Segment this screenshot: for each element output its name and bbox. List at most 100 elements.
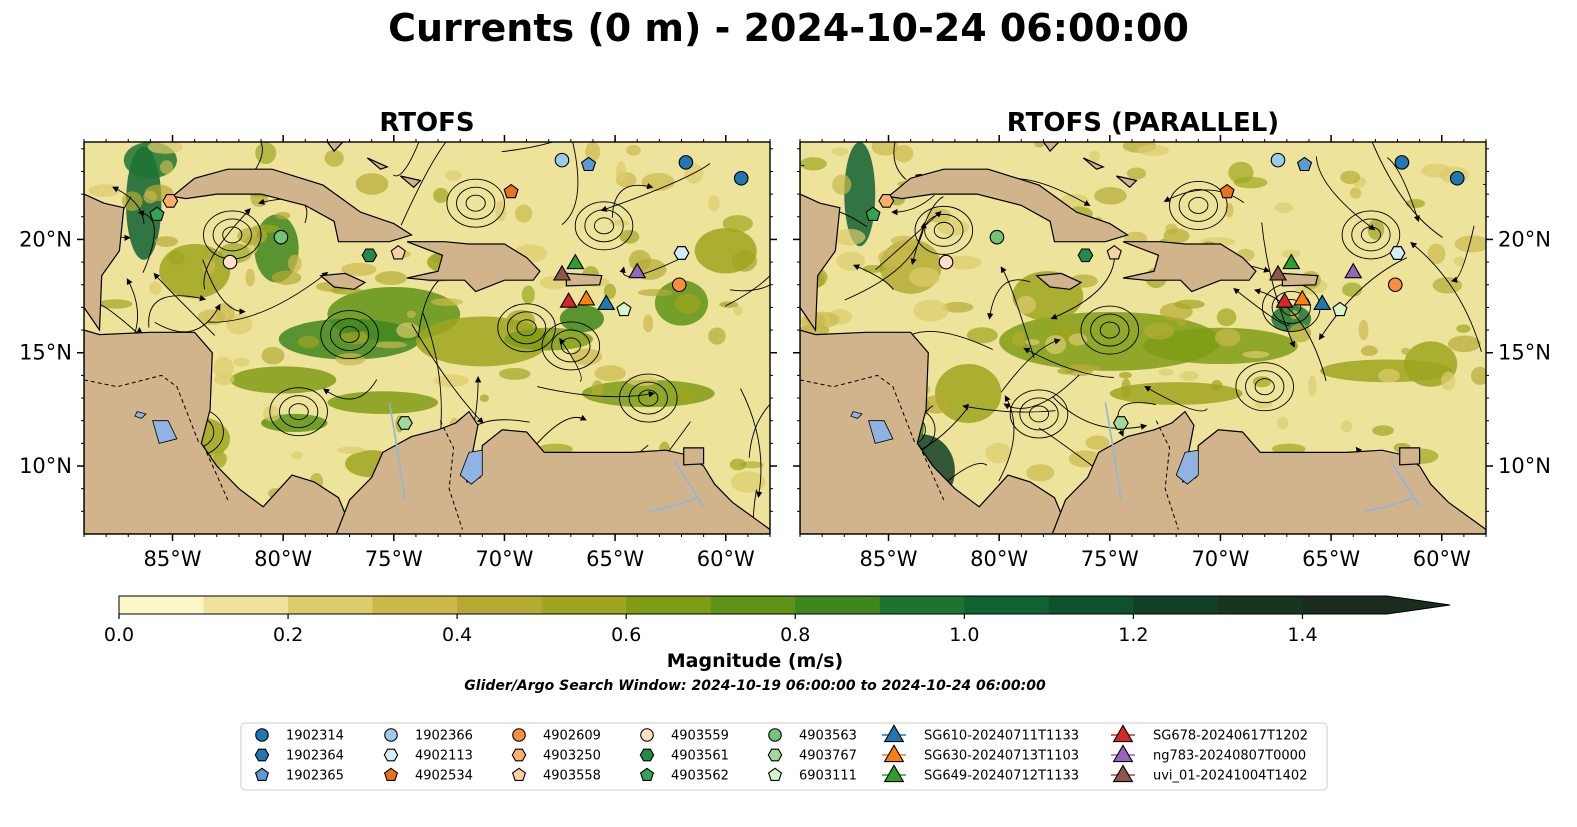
colorbar-tick-label: 0.8 bbox=[780, 624, 810, 646]
streamline bbox=[1386, 157, 1420, 223]
map-frame bbox=[83, 141, 771, 535]
current-magnitude-patch bbox=[832, 174, 852, 195]
current-magnitude-patch bbox=[1158, 368, 1174, 376]
current-magnitude-patch bbox=[559, 305, 605, 333]
country-border bbox=[84, 374, 200, 444]
eddy-streamline bbox=[628, 381, 668, 415]
station-1902314 bbox=[1449, 170, 1465, 186]
legend-marker-4902609 bbox=[512, 728, 526, 742]
current-magnitude-patch bbox=[1015, 295, 1036, 314]
legend-label-SG649-20240712T1133: SG649-20240712T1133 bbox=[924, 769, 1079, 784]
current-magnitude-patch bbox=[262, 405, 281, 422]
legend-label-4903562: 4903562 bbox=[671, 769, 729, 784]
land-hispaniola bbox=[1122, 241, 1257, 293]
x-tick-label: 60°W bbox=[697, 547, 755, 571]
current-magnitude-patch bbox=[1066, 364, 1102, 372]
y-tick-label: 10°N bbox=[1498, 454, 1551, 478]
legend-marker-SG610-20240711T1133 bbox=[883, 724, 905, 743]
map-panel-rtofs: 85°W 80°W 75°W 70°W 65°W 60°W 20°N 15°N 10°N bbox=[19, 135, 777, 571]
land-jamaica bbox=[1035, 272, 1083, 290]
streamline bbox=[611, 183, 654, 218]
current-magnitude-patch bbox=[641, 172, 675, 192]
streamline bbox=[411, 323, 484, 424]
legend-label-4903767: 4903767 bbox=[799, 749, 857, 764]
current-magnitude-patch bbox=[1432, 276, 1463, 294]
legend-marker-ng783-20240807T0000 bbox=[1112, 744, 1134, 763]
current-magnitude-patch bbox=[1174, 299, 1205, 309]
current-magnitude-patch bbox=[1085, 435, 1110, 450]
current-magnitude-patch bbox=[862, 264, 886, 273]
eddy-streamline bbox=[516, 319, 537, 337]
legend-label-SG678-20240617T1202: SG678-20240617T1202 bbox=[1153, 729, 1308, 744]
colorbar-segment bbox=[626, 596, 712, 614]
colorbar-segment bbox=[1217, 596, 1303, 614]
station-4903767 bbox=[1112, 416, 1129, 430]
streamline bbox=[893, 142, 907, 181]
current-magnitude-patch bbox=[609, 220, 630, 227]
country-border bbox=[439, 420, 463, 530]
current-magnitude-patch bbox=[966, 327, 998, 344]
legend-label-ng783-20240807T0000: ng783-20240807T0000 bbox=[1153, 749, 1306, 764]
land-bahamas3 bbox=[1116, 175, 1138, 189]
eddy-streamline bbox=[1188, 196, 1209, 214]
legend-label-4903559: 4903559 bbox=[671, 729, 729, 744]
current-magnitude-patch bbox=[913, 299, 949, 322]
legend-marker-1902366 bbox=[384, 728, 398, 742]
current-magnitude-patch bbox=[213, 356, 234, 379]
streamline bbox=[392, 142, 420, 177]
current-magnitude-patch bbox=[434, 374, 469, 387]
current-magnitude-patch bbox=[1094, 187, 1127, 205]
current-magnitude-patch bbox=[213, 450, 227, 468]
streamline bbox=[148, 295, 207, 328]
land-bahamas1 bbox=[1042, 142, 1060, 153]
legend-label-1902314: 1902314 bbox=[286, 729, 344, 744]
station-4902113 bbox=[1389, 246, 1406, 260]
current-magnitude-patch bbox=[495, 200, 507, 222]
station-1902366 bbox=[1270, 152, 1286, 168]
current-magnitude-patch bbox=[1277, 416, 1289, 430]
current-magnitude-patch bbox=[98, 299, 133, 309]
x-tick-label: 65°W bbox=[1302, 547, 1360, 571]
legend-label-4902534: 4902534 bbox=[415, 769, 473, 784]
streamline bbox=[1023, 347, 1114, 378]
streamline bbox=[875, 210, 942, 271]
x-tick-label: 85°W bbox=[860, 547, 918, 571]
current-magnitude-patch bbox=[88, 184, 121, 197]
station-4903559 bbox=[222, 254, 238, 270]
lake-nicaragua bbox=[152, 420, 178, 444]
lake-managua bbox=[850, 411, 863, 419]
current-magnitude-patch bbox=[1012, 332, 1026, 347]
station-4902609 bbox=[1387, 277, 1403, 293]
current-magnitude-patch bbox=[709, 231, 732, 238]
current-magnitude-patch bbox=[245, 268, 255, 287]
colorbar-label: Magnitude (m/s) bbox=[666, 650, 844, 672]
current-magnitude-patch bbox=[433, 187, 449, 203]
current-magnitude-patch bbox=[729, 458, 747, 471]
land-trinidad bbox=[683, 447, 705, 466]
current-magnitude-patch bbox=[1454, 235, 1486, 253]
legend: 1902314 1902364 1902365 1902366 4902113 49025… bbox=[240, 722, 1328, 791]
current-magnitude-patch bbox=[1427, 243, 1446, 265]
current-magnitude-patch bbox=[733, 305, 743, 316]
streamline bbox=[1050, 251, 1116, 320]
search-window-note: Glider/Argo Search Window: 2024-10-19 06… bbox=[464, 678, 1046, 694]
eddy-streamline bbox=[1245, 370, 1285, 404]
current-magnitude-patch bbox=[1274, 202, 1293, 213]
legend-marker-uvi_01-20241004T1402 bbox=[1112, 764, 1134, 783]
eddy-streamline bbox=[924, 213, 964, 247]
eddy-streamline bbox=[1360, 226, 1381, 244]
current-magnitude-patch bbox=[637, 288, 673, 297]
station-6903111 bbox=[1332, 301, 1348, 317]
colorbar-tick-label: 1.0 bbox=[949, 624, 979, 646]
current-magnitude-patch bbox=[1340, 170, 1361, 184]
legend-marker-4903250 bbox=[511, 748, 527, 762]
legend-marker-4902534 bbox=[383, 767, 399, 781]
station-4902534 bbox=[1219, 183, 1235, 199]
current-magnitude-patch bbox=[908, 267, 941, 287]
legend-marker-4903767 bbox=[767, 748, 783, 762]
eddy-streamline bbox=[279, 395, 319, 429]
current-magnitude-patch bbox=[871, 142, 899, 156]
streamline bbox=[1052, 396, 1148, 430]
legend-marker-4903559 bbox=[640, 728, 654, 742]
colorbar-segment bbox=[203, 596, 289, 614]
